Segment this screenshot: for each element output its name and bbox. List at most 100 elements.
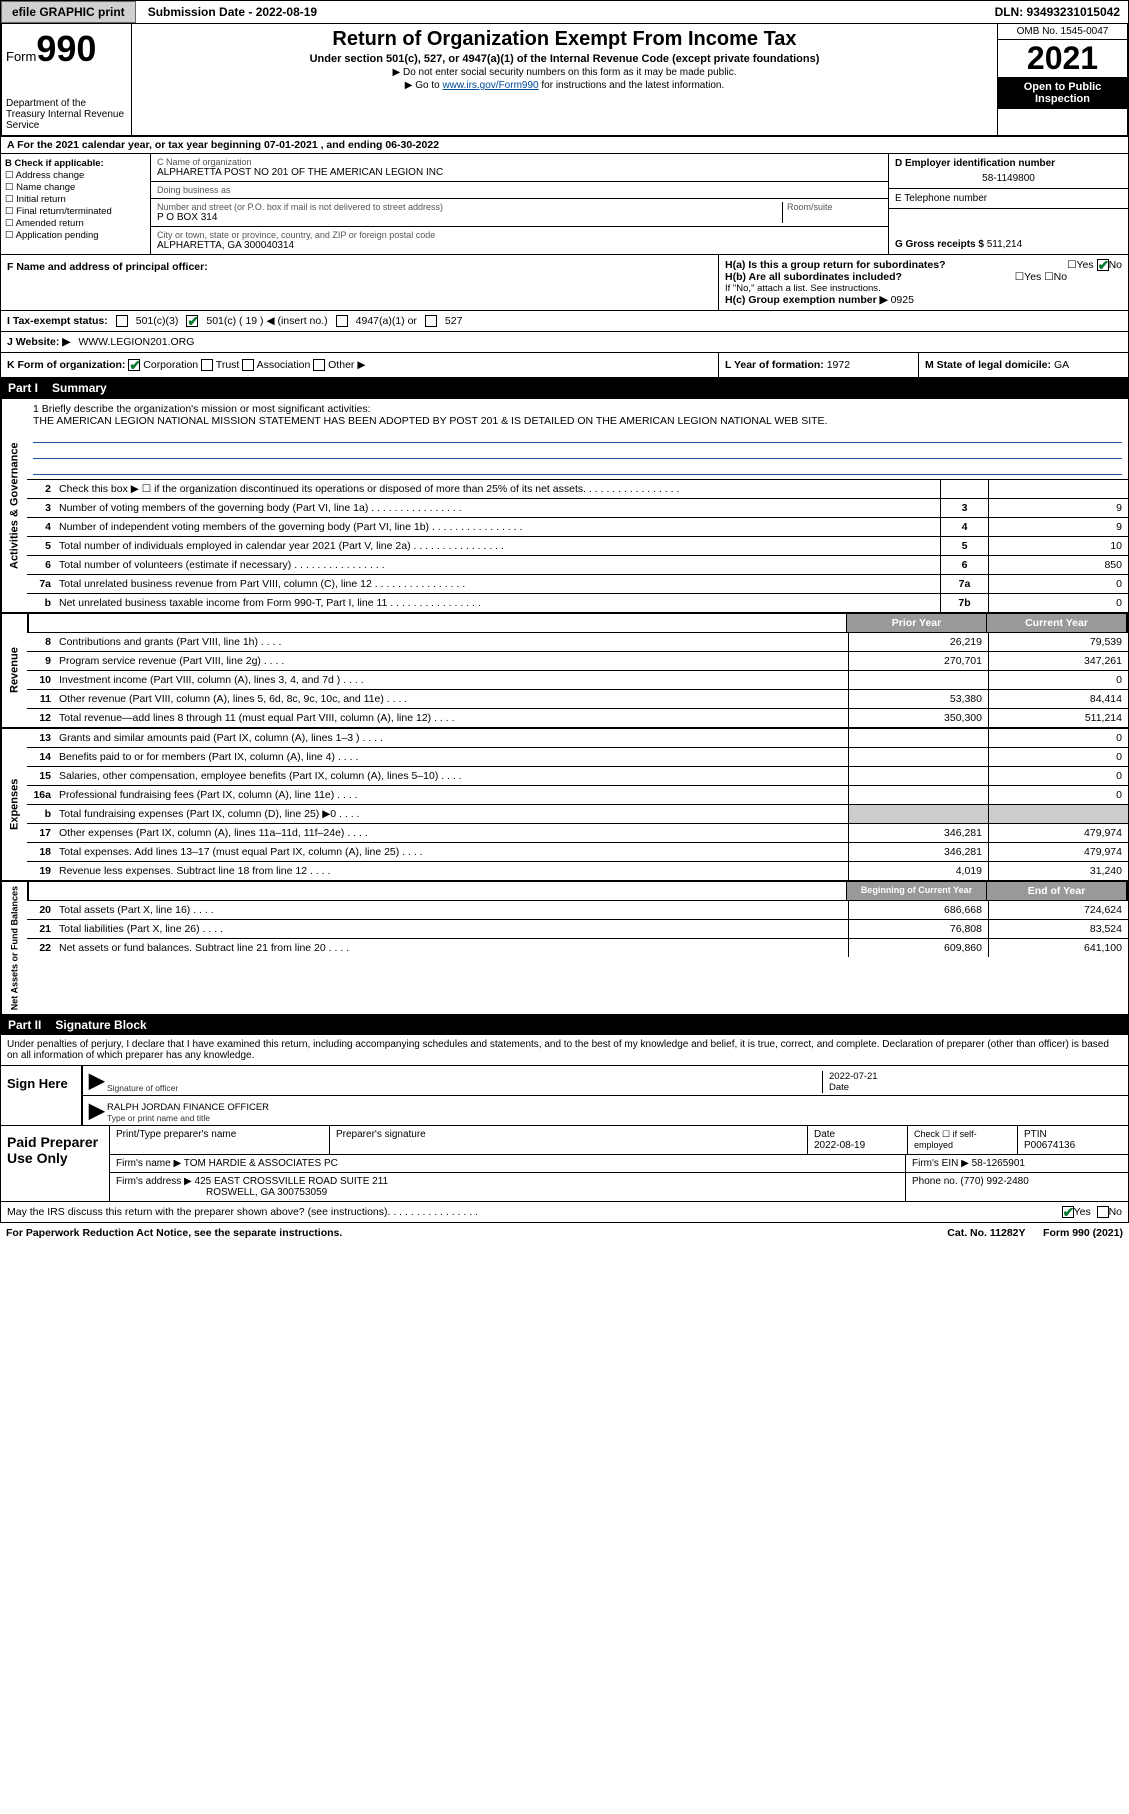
arrow-icon: ▶ <box>89 1098 107 1123</box>
website-value: WWW.LEGION201.ORG <box>78 336 194 348</box>
sig-officer-label: Signature of officer <box>107 1083 822 1093</box>
tab-governance: Activities & Governance <box>1 399 27 612</box>
chk-initial-return[interactable]: ☐ Initial return <box>5 194 146 205</box>
chk-527[interactable] <box>425 315 437 327</box>
sig-date: 2022-07-21 <box>829 1071 1122 1082</box>
chk-amended-return[interactable]: ☐ Amended return <box>5 218 146 229</box>
ein-label: D Employer identification number <box>895 158 1122 169</box>
h-a-no-checkbox[interactable] <box>1097 259 1109 271</box>
summary-row: 14Benefits paid to or for members (Part … <box>27 748 1128 767</box>
part-1-header: Part I Summary <box>0 378 1129 398</box>
form-ref: Form 990 (2021) <box>1043 1227 1123 1239</box>
chk-address-change[interactable]: ☐ Address change <box>5 170 146 181</box>
page-footer: For Paperwork Reduction Act Notice, see … <box>0 1223 1129 1243</box>
pra-notice: For Paperwork Reduction Act Notice, see … <box>6 1227 342 1239</box>
net-assets-section: Net Assets or Fund Balances Beginning of… <box>0 881 1129 1015</box>
row-j: J Website: ▶ WWW.LEGION201.ORG <box>0 332 1129 353</box>
summary-row: 18Total expenses. Add lines 13–17 (must … <box>27 843 1128 862</box>
addr-label: Number and street (or P.O. box if mail i… <box>157 202 782 212</box>
top-bar: efile GRAPHIC print Submission Date - 20… <box>0 0 1129 24</box>
section-a-tax-year: A For the 2021 calendar year, or tax yea… <box>0 137 1129 154</box>
efile-print-button[interactable]: efile GRAPHIC print <box>1 1 136 23</box>
summary-row: 21Total liabilities (Part X, line 26) . … <box>27 920 1128 939</box>
prep-name-hdr: Print/Type preparer's name <box>110 1126 330 1154</box>
summary-row: bTotal fundraising expenses (Part IX, co… <box>27 805 1128 824</box>
chk-name-change[interactable]: ☐ Name change <box>5 182 146 193</box>
prep-self-emp: Check ☐ if self-employed <box>908 1126 1018 1154</box>
officer-name: RALPH JORDAN FINANCE OFFICER <box>107 1102 1122 1113</box>
addr-value: P O BOX 314 <box>157 212 782 223</box>
column-c: C Name of organization ALPHARETTA POST N… <box>151 154 888 254</box>
column-b: B Check if applicable: ☐ Address change … <box>1 154 151 254</box>
ein-value: 58-1149800 <box>895 173 1122 184</box>
h-b: H(b) Are all subordinates included? ☐Yes… <box>725 271 1122 283</box>
chk-501c[interactable] <box>186 315 198 327</box>
tab-revenue: Revenue <box>1 614 27 727</box>
firm-addr2: ROSWELL, GA 300753059 <box>206 1187 327 1198</box>
form-note-1: ▶ Do not enter social security numbers o… <box>136 67 993 78</box>
form-number: 990 <box>36 28 96 69</box>
mission-block: 1 Briefly describe the organization's mi… <box>27 399 1128 480</box>
summary-row: 2Check this box ▶ ☐ if the organization … <box>27 480 1128 499</box>
chk-501c3[interactable] <box>116 315 128 327</box>
sign-here-label: Sign Here <box>1 1066 81 1125</box>
chk-application-pending[interactable]: ☐ Application pending <box>5 230 146 241</box>
dba-label: Doing business as <box>157 185 882 195</box>
row-f-h: F Name and address of principal officer:… <box>0 255 1129 311</box>
signature-intro: Under penalties of perjury, I declare th… <box>0 1035 1129 1066</box>
chk-final-return[interactable]: ☐ Final return/terminated <box>5 206 146 217</box>
prep-sig-hdr: Preparer's signature <box>330 1126 808 1154</box>
chk-trust[interactable] <box>201 359 213 371</box>
row-k: K Form of organization: Corporation Trus… <box>0 353 1129 378</box>
state-domicile: GA <box>1054 359 1069 371</box>
expenses-section: Expenses 13Grants and similar amounts pa… <box>0 728 1129 881</box>
chk-4947[interactable] <box>336 315 348 327</box>
firm-addr1: 425 EAST CROSSVILLE ROAD SUITE 211 <box>195 1176 389 1187</box>
firm-name: TOM HARDIE & ASSOCIATES PC <box>184 1158 338 1169</box>
summary-row: 20Total assets (Part X, line 16) . . . .… <box>27 901 1128 920</box>
gross-label: G Gross receipts $ <box>895 239 984 250</box>
chk-association[interactable] <box>242 359 254 371</box>
summary-row: 15Salaries, other compensation, employee… <box>27 767 1128 786</box>
ptin-value: P00674136 <box>1024 1140 1075 1151</box>
prep-date: 2022-08-19 <box>814 1140 865 1151</box>
submission-date: Submission Date - 2022-08-19 <box>140 2 325 22</box>
summary-row: 19Revenue less expenses. Subtract line 1… <box>27 862 1128 880</box>
discuss-yes-checkbox[interactable] <box>1062 1206 1074 1218</box>
summary-row: 13Grants and similar amounts paid (Part … <box>27 729 1128 748</box>
city-value: ALPHARETTA, GA 300040314 <box>157 240 882 251</box>
summary-row: 12Total revenue—add lines 8 through 11 (… <box>27 709 1128 727</box>
dept-label: Department of the Treasury Internal Reve… <box>6 98 127 131</box>
col-b-header: B Check if applicable: <box>5 158 146 169</box>
irs-link[interactable]: www.irs.gov/Form990 <box>442 80 538 91</box>
city-label: City or town, state or province, country… <box>157 230 882 240</box>
summary-row: 7aTotal unrelated business revenue from … <box>27 575 1128 594</box>
summary-row: bNet unrelated business taxable income f… <box>27 594 1128 612</box>
firm-phone: (770) 992-2480 <box>960 1176 1028 1187</box>
firm-ein: 58-1265901 <box>972 1158 1025 1169</box>
cat-no: Cat. No. 11282Y <box>947 1227 1025 1239</box>
irs-discuss-row: May the IRS discuss this return with the… <box>0 1202 1129 1223</box>
gross-value: 511,214 <box>987 239 1022 250</box>
summary-row: 4Number of independent voting members of… <box>27 518 1128 537</box>
form-note-2: ▶ Go to www.irs.gov/Form990 for instruct… <box>136 80 993 91</box>
chk-corporation[interactable] <box>128 359 140 371</box>
org-name-label: C Name of organization <box>157 157 882 167</box>
chk-other[interactable] <box>313 359 325 371</box>
part-2-header: Part II Signature Block <box>0 1015 1129 1035</box>
arrow-icon: ▶ <box>89 1068 107 1093</box>
dln: DLN: 93493231015042 <box>987 2 1128 22</box>
summary-row: 3Number of voting members of the governi… <box>27 499 1128 518</box>
form-header: Form990 Department of the Treasury Inter… <box>0 24 1129 137</box>
discuss-no-checkbox[interactable] <box>1097 1206 1109 1218</box>
summary-row: 5Total number of individuals employed in… <box>27 537 1128 556</box>
paid-preparer-label: Paid Preparer Use Only <box>1 1126 109 1201</box>
revenue-section: Revenue Prior Year Current Year 8Contrib… <box>0 613 1129 728</box>
summary-row: 22Net assets or fund balances. Subtract … <box>27 939 1128 957</box>
block-bcd: B Check if applicable: ☐ Address change … <box>0 154 1129 255</box>
tab-expenses: Expenses <box>1 729 27 880</box>
open-inspection: Open to Public Inspection <box>998 77 1127 109</box>
officer-label: F Name and address of principal officer: <box>7 261 208 273</box>
h-c: H(c) Group exemption number ▶ 0925 <box>725 294 1122 306</box>
tax-year: 2021 <box>998 40 1127 77</box>
